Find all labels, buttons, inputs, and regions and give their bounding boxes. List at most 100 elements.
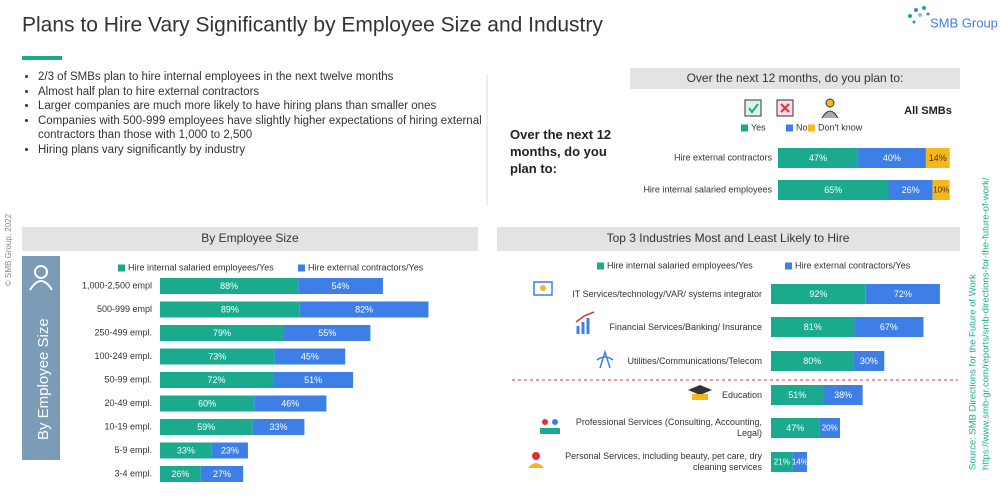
industry-icons (528, 281, 712, 468)
legend-swatch (118, 264, 125, 272)
value-label: 47% (786, 423, 804, 433)
legend-label: Don't know (818, 122, 863, 132)
bar-segment (771, 284, 866, 304)
slide-title: Plans to Hire Vary Significantly by Empl… (22, 14, 603, 37)
legend-swatch (786, 124, 793, 132)
chart-title: Over the next 12 months, do you plan to: (687, 71, 904, 85)
title-underline (22, 56, 62, 60)
bar-segment (273, 372, 354, 388)
legend-label: Hire external contractors/Yes (795, 260, 911, 270)
value-label: 60% (198, 398, 216, 408)
category-label: Personal Services, including beauty, pet… (565, 451, 762, 472)
value-label: 26% (171, 469, 189, 479)
value-label: 46% (281, 398, 299, 408)
bar-segment (853, 351, 885, 371)
side-label: By Employee Size (35, 318, 52, 440)
bar-segment (200, 466, 244, 482)
title-box (630, 68, 960, 89)
value-label: 30% (860, 356, 878, 366)
category-label: 250-499 empl. (94, 327, 152, 337)
logo: SMB Group (930, 15, 998, 30)
value-label: 38% (834, 390, 852, 400)
value-label: 45% (301, 351, 319, 361)
column-label: All SMBs (904, 105, 952, 117)
legend-label: Hire internal salaried employees/Yes (128, 262, 274, 272)
value-label: 92% (809, 289, 827, 299)
legend-swatch (298, 264, 305, 272)
value-label: 51% (788, 390, 806, 400)
bar-segment (778, 180, 889, 200)
category-label: 10-19 empl. (104, 421, 152, 431)
side-panel (22, 256, 60, 460)
legend-swatch (741, 124, 748, 132)
chart-title: Top 3 Industries Most and Least Likely t… (607, 231, 850, 245)
legend-swatch (597, 262, 604, 270)
value-label: 54% (332, 281, 350, 291)
value-label: 80% (803, 356, 821, 366)
category-label-box: Utilities/Communications/Telecom (627, 355, 762, 366)
bar-segment (160, 372, 274, 388)
copyright: © SMB Group, 2022 (4, 213, 13, 286)
value-label: 14% (792, 458, 808, 467)
value-label: 26% (902, 185, 920, 195)
value-label: 23% (221, 445, 239, 455)
bar-segment (160, 442, 212, 459)
value-label: 72% (208, 375, 226, 385)
bar-segment (823, 385, 863, 405)
bar-segment (771, 385, 824, 405)
bar-segment (160, 466, 201, 482)
legend-swatch (808, 124, 815, 132)
chart-title: By Employee Size (201, 231, 299, 245)
question-label: Over the next 12 months, do you plan to: (510, 127, 612, 176)
bar-segment (160, 348, 275, 365)
category-label: 100-249 empl. (94, 351, 152, 361)
category-label: Hire external contractors (674, 152, 773, 162)
value-label: 51% (304, 375, 322, 385)
legend-label: No (796, 122, 808, 132)
bar-segment (854, 317, 924, 337)
source-url: https://www.smb-gr.com/reports/smb-direc… (981, 177, 992, 470)
category-label-box: Personal Services, including beauty, pet… (565, 451, 762, 472)
value-label: 40% (883, 153, 901, 163)
category-label-box: Professional Services (Consulting, Accou… (575, 417, 762, 438)
bar-segment (254, 395, 327, 412)
title-box (22, 227, 478, 251)
value-label: 59% (197, 422, 215, 432)
bar-segment (925, 148, 950, 168)
bar-segment (299, 301, 429, 318)
bar-segment (160, 278, 299, 294)
bullet: 2/3 of SMBs plan to hire internal employ… (38, 70, 488, 85)
category-label: 1,000-2,500 empl (82, 280, 152, 290)
value-label: 14% (929, 153, 947, 163)
category-label: 20-49 empl. (104, 398, 152, 408)
bar-segment (160, 301, 300, 318)
category-label: Hire internal salaried employees (643, 184, 772, 194)
value-label: 47% (809, 153, 827, 163)
value-label: 21% (774, 458, 790, 467)
icon-yes (744, 99, 762, 117)
logo-dots (908, 6, 930, 24)
value-label: 82% (355, 304, 373, 314)
source: Source: SMB Directions for the Future of… (968, 274, 979, 470)
category-label: 3-4 empl. (114, 468, 152, 478)
bar-segment (865, 284, 940, 304)
value-label: 72% (894, 289, 912, 299)
bar-segment (211, 442, 248, 459)
bar-segment (771, 418, 820, 438)
category-label: Professional Services (Consulting, Accou… (575, 417, 762, 438)
category-label: 500-999 empl (97, 304, 152, 314)
bar-segment (771, 317, 855, 337)
bar-segment (857, 148, 926, 168)
value-label: 10% (933, 186, 949, 195)
category-label: Utilities/Communications/Telecom (627, 355, 762, 366)
value-label: 81% (804, 322, 822, 332)
legend-label: Hire external contractors/Yes (308, 262, 424, 272)
bar-segment (771, 452, 793, 472)
value-label: 20% (822, 424, 838, 433)
value-label: 88% (220, 281, 238, 291)
bar-segment (819, 418, 841, 438)
category-label: 5-9 empl. (114, 445, 152, 455)
bar-segment (888, 180, 933, 200)
bar-segment (284, 325, 371, 341)
